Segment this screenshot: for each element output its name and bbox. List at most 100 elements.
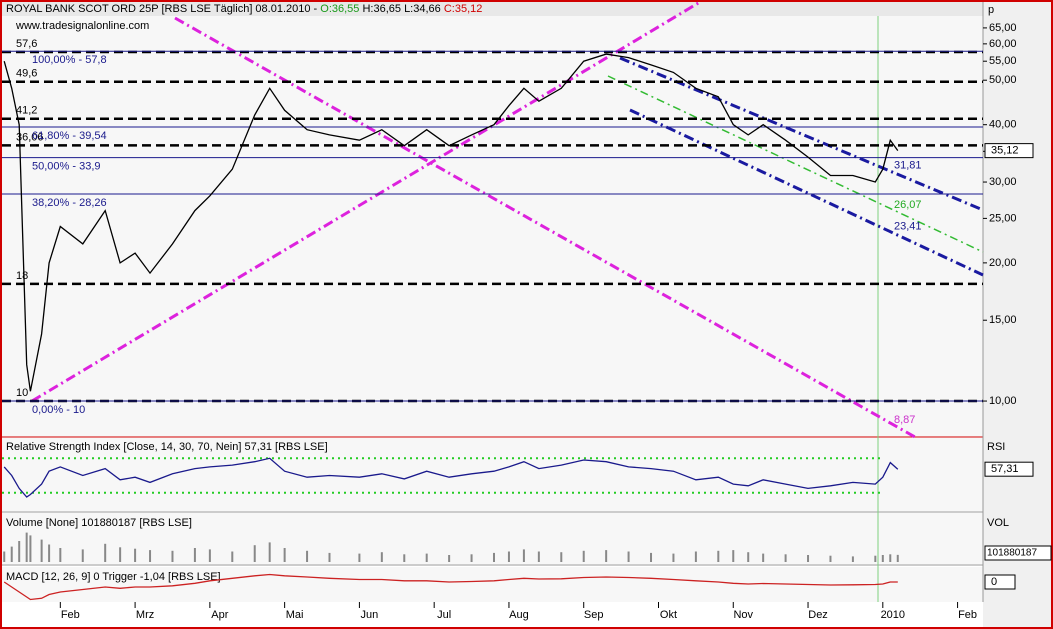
- last-price-box: [984, 143, 1034, 159]
- y-tick-label: 25,00: [989, 212, 1017, 224]
- volume-bar: [403, 554, 406, 562]
- x-tick-label: Apr: [211, 609, 228, 621]
- volume-bar: [253, 545, 256, 562]
- level-label: 36,06: [16, 131, 44, 143]
- website: www.tradesignalonline.com: [15, 20, 149, 32]
- y-tick-label: 30,00: [989, 176, 1017, 188]
- rsi-title: Relative Strength Index [Close, 14, 30, …: [6, 441, 328, 453]
- low: L:34,66: [404, 3, 441, 15]
- fib-label: 50,00% - 33,9: [32, 161, 101, 173]
- y-tick-label: 65,00: [989, 22, 1017, 34]
- volume-bar: [537, 551, 540, 562]
- volume-bar: [627, 551, 630, 562]
- price-axis-bg: [983, 0, 1051, 627]
- volume-bar: [560, 552, 563, 562]
- volume-bar: [732, 550, 735, 562]
- y-tick-label: 20,00: [989, 257, 1017, 269]
- volume-bar: [134, 548, 137, 562]
- x-tick-label: Feb: [61, 609, 80, 621]
- volume-title: Volume [None] 101880187 [RBS LSE]: [6, 517, 192, 529]
- x-tick-label: Nov: [733, 609, 753, 621]
- volume-bar: [25, 532, 28, 562]
- trend-label: 23,41: [894, 220, 922, 232]
- last-price-label: 35,12: [991, 145, 1019, 157]
- volume-bar: [896, 554, 899, 562]
- volume-bar: [208, 549, 211, 562]
- volume-bar: [306, 550, 309, 562]
- volume-bar: [358, 553, 361, 562]
- y-tick-label: 60,00: [989, 38, 1017, 50]
- volume-plot-bg: [2, 513, 983, 564]
- volume-bar: [18, 541, 21, 562]
- volume-bar: [193, 548, 196, 562]
- volume-bar: [40, 539, 43, 562]
- y-tick-label: 40,00: [989, 119, 1017, 131]
- volume-bar: [10, 546, 13, 562]
- trend-line: [174, 16, 916, 439]
- volume-bar: [283, 548, 286, 562]
- volume-bar: [425, 553, 428, 562]
- volume-bar: [507, 551, 510, 562]
- volume-bar: [492, 552, 495, 562]
- x-tick-label: 2010: [881, 609, 905, 621]
- volume-bar: [470, 554, 473, 562]
- channel-line: [607, 75, 984, 253]
- level-label: 18: [16, 270, 28, 282]
- volume-axis-label: VOL: [987, 517, 1009, 529]
- fib-label: 100,00% - 57,8: [32, 54, 107, 66]
- volume-last-box: [984, 545, 1052, 561]
- macd-title: MACD [12, 26, 9] 0 Trigger -1,04 [RBS LS…: [6, 571, 221, 583]
- level-label: 49,6: [16, 68, 37, 80]
- volume-bar: [119, 547, 122, 562]
- rsi-plot-bg: [2, 438, 983, 511]
- volume-bar: [829, 555, 832, 562]
- level-label: 10: [16, 387, 28, 399]
- instrument: ROYAL BANK SCOT ORD 25P [RBS LSE Täglich…: [6, 3, 318, 15]
- y-tick-label: 15,00: [989, 314, 1017, 326]
- high: H:36,65: [362, 3, 401, 15]
- main-plot-bg: [2, 16, 983, 437]
- y-tick-label: 10,00: [989, 395, 1017, 407]
- trend-label: 26,07: [894, 199, 922, 211]
- plot: 65,0060,0055,0050,0040,0035,0030,0025,00…: [2, 22, 1052, 621]
- x-tick-label: Mrz: [136, 609, 154, 621]
- level-label: 41,2: [16, 105, 37, 117]
- volume-bar: [784, 554, 787, 562]
- close: C:35,12: [444, 3, 483, 15]
- x-tick-label: Mai: [286, 609, 304, 621]
- trend-label: 8,87: [894, 414, 915, 426]
- volume-bar: [582, 550, 585, 562]
- x-tick-label: Jul: [437, 609, 451, 621]
- volume-bar: [650, 552, 653, 562]
- price-line: [3, 53, 899, 392]
- rsi-line: [3, 457, 899, 498]
- volume-bar: [3, 551, 6, 562]
- fib-label: 61,80% - 39,54: [32, 130, 107, 142]
- volume-bar: [104, 543, 107, 562]
- x-tick-label: Feb: [958, 609, 977, 621]
- volume-bar: [881, 555, 884, 562]
- volume-bar: [231, 551, 234, 562]
- volume-bar: [328, 552, 331, 562]
- rsi-last-box: [984, 461, 1034, 477]
- channel-line: [619, 56, 984, 212]
- volume-bar: [762, 553, 765, 562]
- x-tick-label: Dez: [808, 609, 828, 621]
- macd-last: 0: [991, 576, 997, 588]
- fib-label: 0,00% - 10: [32, 404, 85, 416]
- volume-bar: [149, 550, 152, 562]
- x-tick-label: Okt: [660, 609, 677, 621]
- volume-bar: [522, 549, 525, 562]
- volume-bar: [851, 556, 854, 562]
- volume-bar: [605, 550, 608, 562]
- volume-bar: [59, 548, 62, 562]
- volume-bar: [717, 550, 720, 562]
- header: ROYAL BANK SCOT ORD 25P [RBS LSE Täglich…: [6, 3, 482, 15]
- x-tick-label: Jun: [361, 609, 379, 621]
- volume-bar: [171, 550, 174, 562]
- title-bar: [2, 2, 983, 16]
- channel-line: [629, 108, 984, 277]
- volume-bar: [81, 549, 84, 562]
- rsi-last: 57,31: [991, 463, 1019, 475]
- volume-bar: [889, 554, 892, 562]
